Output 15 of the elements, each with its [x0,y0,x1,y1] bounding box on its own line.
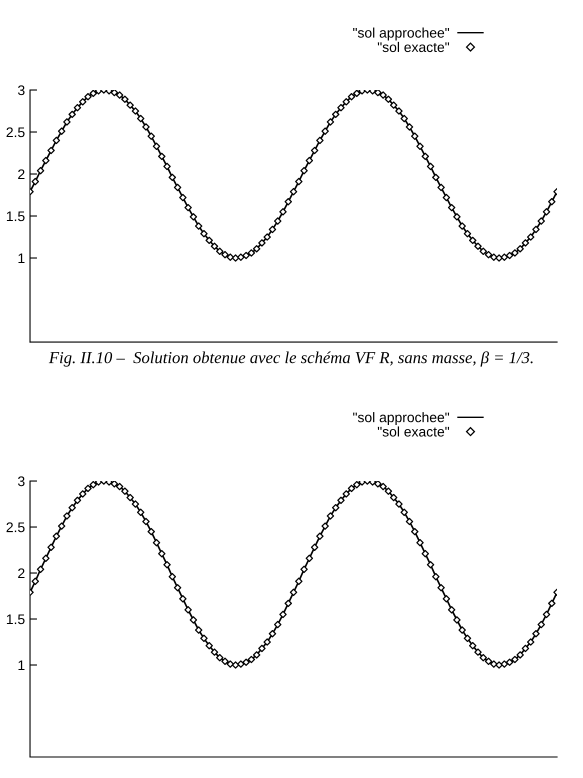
y-tick-label: 3 [18,476,25,486]
y-tick-label: 2 [18,568,24,578]
y-tick-label: 2.5 [6,522,25,532]
y-tick-label: 1 [18,660,24,670]
y-tick-label: 2 [18,169,24,180]
legend-label: "sol exacte" [378,42,450,52]
text: Fig. II.10 – Solution obtenue avec le schéma VF R, sans masse, β = 1/3. [48,351,533,367]
y-tick-label: 3 [18,85,25,96]
legend-label: "sol approchee" [353,412,450,426]
y-tick-label: 1.5 [6,211,25,222]
legend-label: "sol approchee" [353,28,450,40]
legend-label: "sol exacte" [378,426,450,437]
y-tick-label: 1 [18,253,24,264]
y-tick-label: 2.5 [6,127,25,138]
y-tick-label: 1.5 [6,614,25,624]
